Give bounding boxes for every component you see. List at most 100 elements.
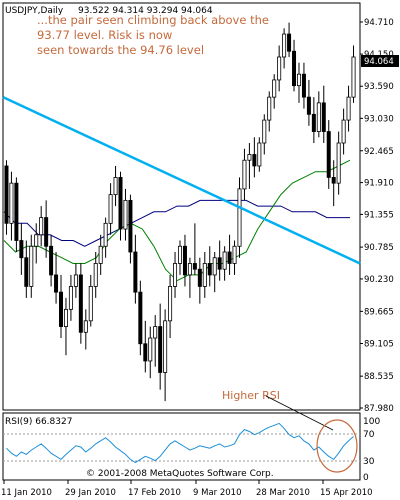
candle-body-down bbox=[292, 50, 297, 87]
x-tick-label: 15 Apr 2010 bbox=[320, 488, 373, 498]
candle-body-down bbox=[59, 291, 64, 327]
candle-body-up bbox=[39, 217, 44, 236]
candle-body-up bbox=[103, 222, 108, 247]
candle-body-up bbox=[336, 142, 341, 184]
candle-body-up bbox=[153, 326, 158, 339]
candle bbox=[108, 183, 113, 235]
candle bbox=[252, 137, 257, 178]
candle-body-up bbox=[351, 56, 356, 98]
candle bbox=[54, 251, 59, 304]
candle bbox=[68, 274, 73, 321]
candle bbox=[237, 177, 242, 258]
ohlc-readout: 93.522 94.314 93.294 94.064 bbox=[78, 6, 213, 16]
candle bbox=[9, 171, 14, 241]
candle bbox=[341, 108, 346, 155]
y-axis: 94.710 94.150 93.590 93.030 92.465 91.910 91.3… bbox=[360, 18, 394, 414]
candle bbox=[232, 240, 237, 275]
candle bbox=[83, 309, 88, 350]
candle-body-up bbox=[212, 257, 217, 276]
trendline-layer bbox=[2, 96, 361, 265]
candle bbox=[93, 251, 98, 298]
candle bbox=[316, 91, 321, 138]
candle-body-down bbox=[182, 245, 187, 276]
candle-body-down bbox=[118, 177, 123, 230]
candle-body-down bbox=[192, 263, 197, 270]
candle-body-down bbox=[14, 182, 19, 241]
candle bbox=[148, 326, 153, 379]
candle-body-up bbox=[247, 154, 252, 161]
candle-body-down bbox=[138, 291, 143, 345]
candle-body-up bbox=[262, 119, 267, 144]
candle-body-up bbox=[346, 96, 351, 121]
candle bbox=[143, 320, 148, 373]
candle-body-up bbox=[113, 177, 118, 196]
rsi-highlight-circle bbox=[316, 419, 358, 473]
candle bbox=[192, 223, 197, 275]
rsi-tick-30: 30 bbox=[363, 457, 375, 467]
x-tick-label: 29 Jan 2010 bbox=[65, 488, 116, 498]
candle-body-down bbox=[301, 73, 306, 98]
candle-body-down bbox=[331, 177, 336, 184]
y-tick-label: 94.150 bbox=[364, 50, 394, 60]
candle bbox=[133, 234, 138, 304]
candle-body-down bbox=[287, 33, 292, 52]
rsi-panel bbox=[2, 412, 361, 481]
candle bbox=[24, 240, 29, 298]
candlesticks bbox=[4, 22, 356, 402]
rsi-label: RSI(9) 66.8327 bbox=[5, 417, 72, 427]
x-tick-label: 28 Mar 2010 bbox=[256, 488, 310, 498]
candle bbox=[197, 257, 202, 304]
candle bbox=[113, 165, 118, 207]
candle bbox=[222, 246, 227, 281]
candle bbox=[272, 74, 277, 109]
candle-body-down bbox=[321, 102, 326, 132]
candle-body-down bbox=[54, 274, 59, 293]
candle-body-up bbox=[257, 142, 262, 167]
candle-body-up bbox=[163, 320, 168, 373]
candle bbox=[326, 120, 331, 189]
candle bbox=[242, 148, 247, 201]
candle bbox=[257, 137, 262, 172]
current-price-label: 94.064 bbox=[364, 57, 394, 67]
candle bbox=[88, 274, 93, 327]
candle-body-up bbox=[123, 199, 128, 230]
candle bbox=[49, 234, 54, 287]
candle-body-down bbox=[227, 251, 232, 264]
candle-body-up bbox=[168, 286, 173, 322]
candle-body-down bbox=[311, 113, 316, 132]
candle-body-down bbox=[4, 165, 9, 224]
candle bbox=[98, 234, 103, 275]
copyright-text: © 2001-2008 MetaQuotes Software Corp. bbox=[86, 469, 274, 479]
y-tick-label: 92.465 bbox=[364, 147, 394, 157]
candle-body-up bbox=[73, 274, 78, 287]
y-tick-label: 93.030 bbox=[364, 114, 394, 124]
candle bbox=[336, 131, 341, 195]
candle bbox=[212, 251, 217, 293]
candle bbox=[59, 274, 64, 339]
candle bbox=[168, 274, 173, 339]
x-axis: 11 Jan 2010 29 Jan 2010 17 Feb 2010 9 Mar 2… bbox=[1, 480, 373, 498]
candle bbox=[29, 234, 34, 298]
candle-body-up bbox=[277, 56, 282, 81]
candle-body-down bbox=[143, 343, 148, 362]
rsi-tick-70: 70 bbox=[363, 430, 375, 440]
y-tick-label: 88.535 bbox=[364, 372, 394, 382]
chart-title: USDJPY,Daily bbox=[5, 6, 64, 16]
candle-body-up bbox=[83, 320, 88, 333]
candle bbox=[44, 200, 49, 258]
candle bbox=[153, 315, 158, 367]
candle bbox=[39, 206, 44, 247]
y-tick-label: 94.710 bbox=[364, 18, 394, 28]
candle-body-up bbox=[63, 308, 68, 327]
candle-body-up bbox=[232, 245, 237, 264]
candle-body-down bbox=[306, 96, 311, 115]
candle-body-up bbox=[187, 263, 192, 276]
candle-body-down bbox=[326, 131, 331, 178]
candle-body-up bbox=[93, 263, 98, 287]
candle-body-up bbox=[34, 234, 39, 247]
candle-body-down bbox=[207, 263, 212, 276]
candle-body-up bbox=[242, 159, 247, 190]
candle bbox=[34, 223, 39, 264]
candle-body-up bbox=[68, 286, 73, 310]
candle bbox=[128, 194, 133, 264]
